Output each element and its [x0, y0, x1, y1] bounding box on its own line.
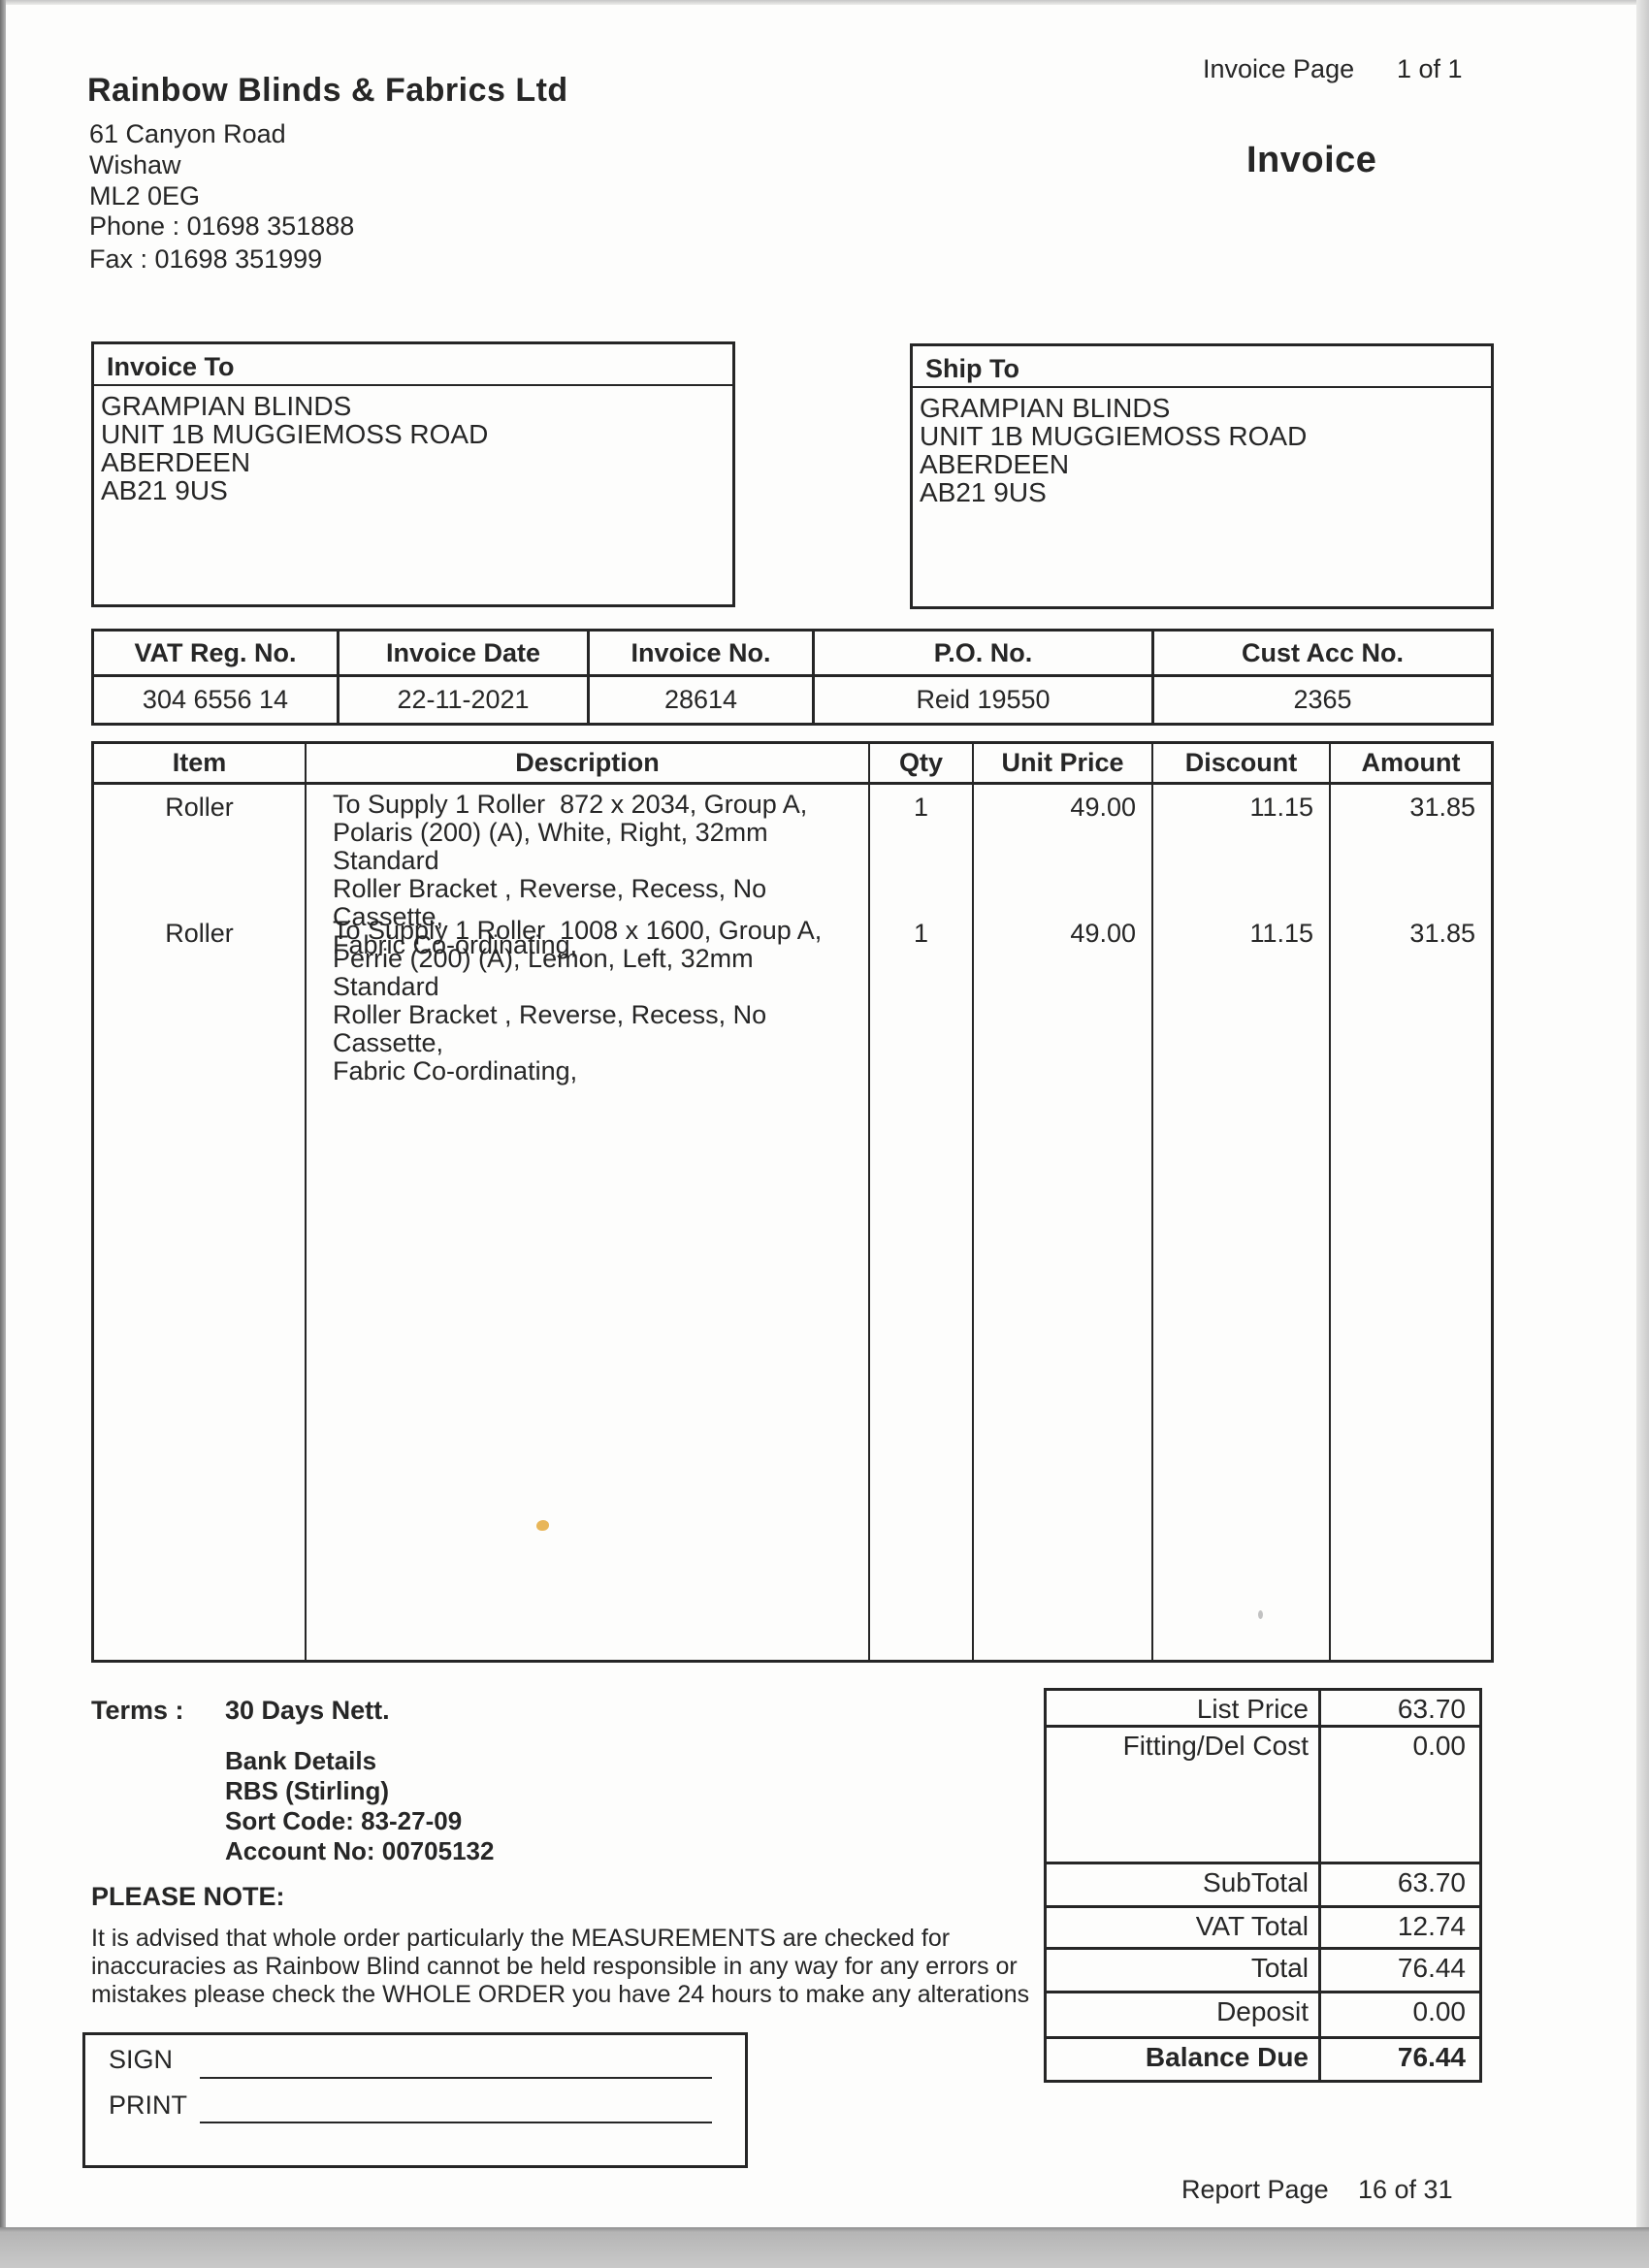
- meta-header-invoice-date: Invoice Date: [340, 632, 590, 677]
- company-name: Rainbow Blinds & Fabrics Ltd: [87, 72, 568, 109]
- meta-header-invoice-no: Invoice No.: [590, 632, 815, 677]
- item-row-1-discount: 11.15: [1153, 785, 1331, 911]
- line-items-table: Item Description Qty Unit Price Discount…: [91, 741, 1494, 1663]
- items-header-amount: Amount: [1331, 744, 1491, 785]
- please-note-text: It is advised that whole order particula…: [91, 1925, 1030, 2008]
- company-address: 61 Canyon Road Wishaw ML2 0EG: [89, 119, 286, 211]
- invoice-to-address: GRAMPIAN BLINDS UNIT 1B MUGGIEMOSS ROAD …: [101, 391, 489, 505]
- total-label: Total: [1047, 1950, 1321, 1993]
- fitting-del-cost-label: Fitting/Del Cost: [1047, 1728, 1321, 1864]
- list-price-value: 63.70: [1321, 1691, 1479, 1728]
- totals-table: List Price 63.70 Fitting/Del Cost 0.00 S…: [1044, 1688, 1482, 2083]
- deposit-value: 0.00: [1321, 1993, 1479, 2039]
- document-title: Invoice: [1246, 140, 1377, 180]
- ship-to-address: GRAMPIAN BLINDS UNIT 1B MUGGIEMOSS ROAD …: [920, 393, 1308, 507]
- signature-box: SIGN PRINT: [82, 2032, 748, 2168]
- terms-label: Terms :: [91, 1696, 184, 1725]
- meta-header-po-no: P.O. No.: [815, 632, 1154, 677]
- item-row-1-item: Roller: [94, 785, 307, 911]
- meta-value-vat-reg: 304 6556 14: [94, 677, 340, 723]
- ship-to-box: Ship To GRAMPIAN BLINDS UNIT 1B MUGGIEMO…: [910, 343, 1494, 609]
- items-header-description: Description: [307, 744, 870, 785]
- invoice-to-box: Invoice To GRAMPIAN BLINDS UNIT 1B MUGGI…: [91, 341, 735, 607]
- total-value: 76.44: [1321, 1950, 1479, 1993]
- fitting-del-cost-value: 0.00: [1321, 1728, 1479, 1864]
- please-note-heading: PLEASE NOTE:: [91, 1882, 285, 1911]
- item-row-2-amount: 31.85: [1409, 919, 1475, 948]
- deposit-label: Deposit: [1047, 1993, 1321, 2039]
- print-line: [200, 2122, 712, 2123]
- subtotal-label: SubTotal: [1047, 1864, 1321, 1908]
- invoice-to-heading: Invoice To: [94, 344, 732, 386]
- meta-value-invoice-date: 22-11-2021: [340, 677, 590, 723]
- invoice-page-value: 1 of 1: [1397, 54, 1463, 83]
- scan-speck-gray: [1258, 1610, 1263, 1619]
- item-row-2-qty: 1: [870, 911, 974, 1660]
- meta-value-cust-acc: 2365: [1293, 685, 1352, 714]
- subtotal-value: 63.70: [1321, 1864, 1479, 1908]
- meta-value-invoice-no: 28614: [590, 677, 815, 723]
- vat-total-label: VAT Total: [1047, 1908, 1321, 1950]
- scan-edge-bottom: [0, 2227, 1649, 2268]
- scan-edge-left: [0, 0, 6, 2268]
- items-header-qty: Qty: [870, 744, 974, 785]
- item-row-2-discount: 11.15: [1153, 911, 1331, 1660]
- item-row-1-unit-price: 49.00: [974, 785, 1153, 911]
- invoice-page-label: Invoice Page: [1203, 54, 1355, 83]
- item-row-1-description: To Supply 1 Roller 872 x 2034, Group A, …: [307, 785, 870, 959]
- sign-line: [200, 2077, 712, 2079]
- items-header-discount: Discount: [1153, 744, 1331, 785]
- report-page-value: 16 of 31: [1358, 2175, 1453, 2204]
- item-row-2-unit-price: 49.00: [974, 911, 1153, 1660]
- scan-edge-right: [1636, 0, 1649, 2268]
- item-row-1-amount: 31.85: [1409, 793, 1475, 822]
- ship-to-heading: Ship To: [913, 346, 1491, 388]
- meta-header-cust-acc: Cust Acc No.: [1154, 632, 1491, 677]
- item-row-2-item: Roller: [94, 911, 307, 1660]
- vat-total-value: 12.74: [1321, 1908, 1479, 1950]
- sign-label: SIGN: [109, 2045, 174, 2074]
- company-phone: Phone : 01698 351888: [89, 211, 355, 241]
- invoice-meta-table: VAT Reg. No. Invoice Date Invoice No. P.…: [91, 629, 1494, 726]
- item-row-1-qty: 1: [870, 785, 974, 911]
- items-header-unit-price: Unit Price: [974, 744, 1153, 785]
- bank-details: Bank Details RBS (Stirling) Sort Code: 8…: [225, 1746, 495, 1865]
- balance-due-value: 76.44: [1397, 2042, 1466, 2072]
- list-price-label: List Price: [1047, 1691, 1321, 1728]
- company-fax: Fax : 01698 351999: [89, 244, 323, 274]
- meta-header-vat-reg: VAT Reg. No.: [94, 632, 340, 677]
- items-header-item: Item: [94, 744, 307, 785]
- item-row-2-description: To Supply 1 Roller 1008 x 1600, Group A,…: [307, 911, 870, 1660]
- scan-edge-top: [0, 0, 1649, 5]
- balance-due-label: Balance Due: [1047, 2039, 1321, 2080]
- scan-speck-yellow: [536, 1520, 549, 1531]
- report-page-label: Report Page: [1181, 2175, 1329, 2204]
- terms-value: 30 Days Nett.: [225, 1696, 390, 1725]
- meta-value-po-no: Reid 19550: [815, 677, 1154, 723]
- print-label: PRINT: [109, 2090, 187, 2120]
